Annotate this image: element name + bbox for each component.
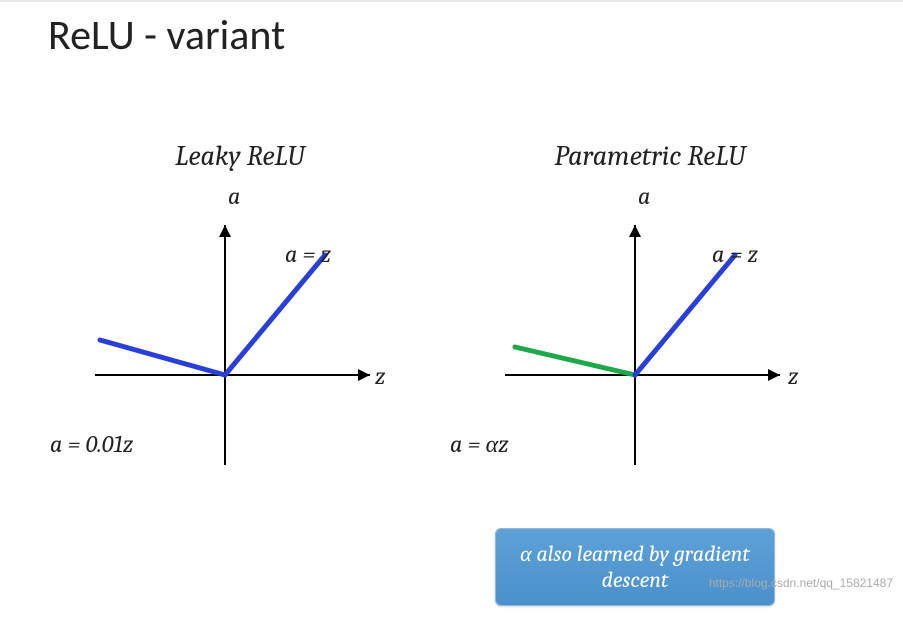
watermark: https://blog.csdn.net/qq_15821487: [709, 576, 893, 590]
parametric-y-axis-label: a: [638, 182, 650, 210]
leaky-y-axis-label: a: [228, 182, 240, 210]
parametric-neg-equation: a = αz: [450, 430, 509, 459]
parametric-pos-equation: a = z: [712, 240, 758, 268]
parametric-relu-title: Parametric ReLU: [440, 140, 860, 172]
parametric-relu-chart: Parametric ReLU a z a = z a = αz: [440, 140, 860, 520]
note-box: α also learned by gradient descent: [495, 528, 775, 606]
leaky-pos-equation: a = z: [285, 240, 331, 268]
parametric-relu-plot: [440, 180, 860, 520]
leaky-relu-title: Leaky ReLU: [30, 140, 450, 172]
top-divider: [0, 0, 903, 2]
leaky-relu-plot: [30, 180, 450, 520]
leaky-neg-equation: a = 0.01z: [50, 430, 133, 458]
leaky-relu-chart: Leaky ReLU a z a = z a = 0.01z: [30, 140, 450, 520]
parametric-x-axis-label: z: [788, 362, 798, 390]
page-title: ReLU - variant: [48, 10, 285, 61]
leaky-x-axis-label: z: [375, 362, 385, 390]
